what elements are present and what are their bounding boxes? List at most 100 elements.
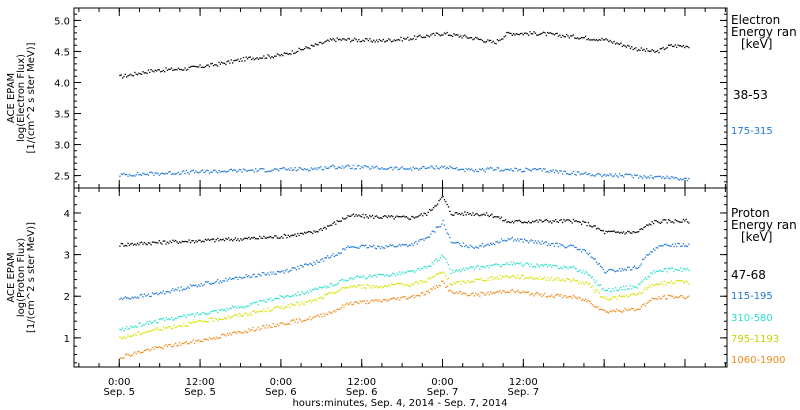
- data-point: [571, 266, 573, 269]
- data-point: [446, 261, 448, 264]
- data-point: [192, 284, 194, 286]
- data-point: [233, 277, 235, 280]
- data-point: [177, 67, 179, 69]
- data-point: [610, 174, 613, 176]
- data-point: [321, 168, 323, 171]
- data-point: [636, 287, 638, 289]
- data-point: [502, 263, 504, 266]
- data-point: [183, 314, 185, 316]
- data-point: [428, 208, 431, 211]
- data-point: [324, 41, 326, 43]
- data-point: [536, 242, 538, 244]
- data-point: [236, 59, 238, 61]
- data-point: [143, 350, 145, 352]
- data-point: [494, 263, 496, 266]
- data-point: [172, 319, 174, 321]
- data-point: [527, 242, 530, 244]
- data-point: [390, 245, 393, 247]
- data-point: [339, 280, 341, 282]
- data-point: [366, 166, 368, 168]
- data-point: [608, 40, 610, 43]
- data-point: [378, 217, 380, 219]
- data-point: [515, 240, 518, 242]
- data-point: [227, 315, 230, 317]
- data-point: [449, 289, 451, 291]
- data-point: [456, 34, 458, 36]
- data-point: [238, 307, 241, 309]
- data-point: [287, 53, 289, 55]
- data-point: [624, 173, 626, 176]
- data-point: [572, 278, 575, 280]
- data-point: [560, 36, 562, 38]
- data-point: [454, 282, 456, 285]
- data-point: [438, 168, 440, 170]
- data-point: [469, 294, 471, 296]
- data-point: [441, 165, 443, 167]
- data-point: [571, 172, 573, 174]
- data-point: [337, 220, 340, 223]
- data-point: [570, 295, 572, 298]
- data-point: [682, 281, 685, 283]
- data-point: [355, 246, 357, 249]
- data-point: [210, 171, 212, 173]
- data-point: [618, 173, 621, 175]
- data-point: [382, 286, 384, 288]
- data-point: [329, 165, 332, 168]
- data-point: [688, 295, 690, 297]
- data-point: [530, 276, 532, 278]
- data-point: [499, 39, 501, 41]
- data-point: [508, 291, 511, 294]
- data-point: [504, 274, 507, 277]
- data-point: [605, 38, 607, 40]
- data-point: [605, 175, 607, 177]
- data-point: [397, 296, 399, 299]
- data-point: [635, 286, 637, 288]
- data-point: [185, 325, 188, 327]
- data-point: [610, 230, 613, 233]
- data-point: [367, 275, 370, 278]
- data-point: [280, 271, 283, 273]
- data-point: [221, 308, 223, 310]
- data-point: [625, 173, 628, 175]
- data-point: [616, 231, 618, 233]
- data-point: [309, 262, 311, 265]
- data-point: [515, 277, 518, 279]
- data-point: [374, 247, 376, 249]
- data-point: [439, 34, 442, 37]
- electron-panel-frame: [73, 7, 728, 189]
- data-point: [316, 288, 318, 291]
- data-point: [420, 238, 423, 241]
- data-point: [540, 293, 542, 295]
- data-point: [496, 216, 499, 218]
- data-point: [677, 242, 679, 245]
- data-point: [671, 267, 674, 269]
- data-point: [447, 34, 450, 36]
- data-point: [206, 169, 208, 171]
- data-point: [388, 284, 390, 286]
- data-point: [348, 165, 351, 167]
- data-point: [532, 168, 534, 171]
- data-point: [677, 269, 679, 271]
- data-point: [555, 219, 557, 221]
- data-point: [373, 285, 375, 287]
- data-point: [469, 282, 471, 284]
- data-point: [219, 309, 222, 312]
- data-point: [494, 169, 496, 171]
- data-point: [423, 266, 425, 268]
- data-point: [324, 315, 326, 317]
- data-point: [525, 32, 527, 34]
- data-point: [407, 245, 409, 248]
- data-point: [580, 37, 583, 39]
- data-point: [341, 165, 344, 167]
- data-point: [663, 295, 666, 297]
- data-point: [536, 34, 538, 36]
- data-point: [546, 266, 549, 268]
- data-point: [682, 268, 685, 270]
- data-point: [378, 38, 380, 41]
- data-point: [269, 235, 272, 238]
- data-point: [183, 342, 185, 345]
- data-point: [180, 68, 182, 71]
- data-point: [123, 75, 125, 78]
- data-point: [572, 218, 575, 221]
- data-point: [496, 241, 499, 243]
